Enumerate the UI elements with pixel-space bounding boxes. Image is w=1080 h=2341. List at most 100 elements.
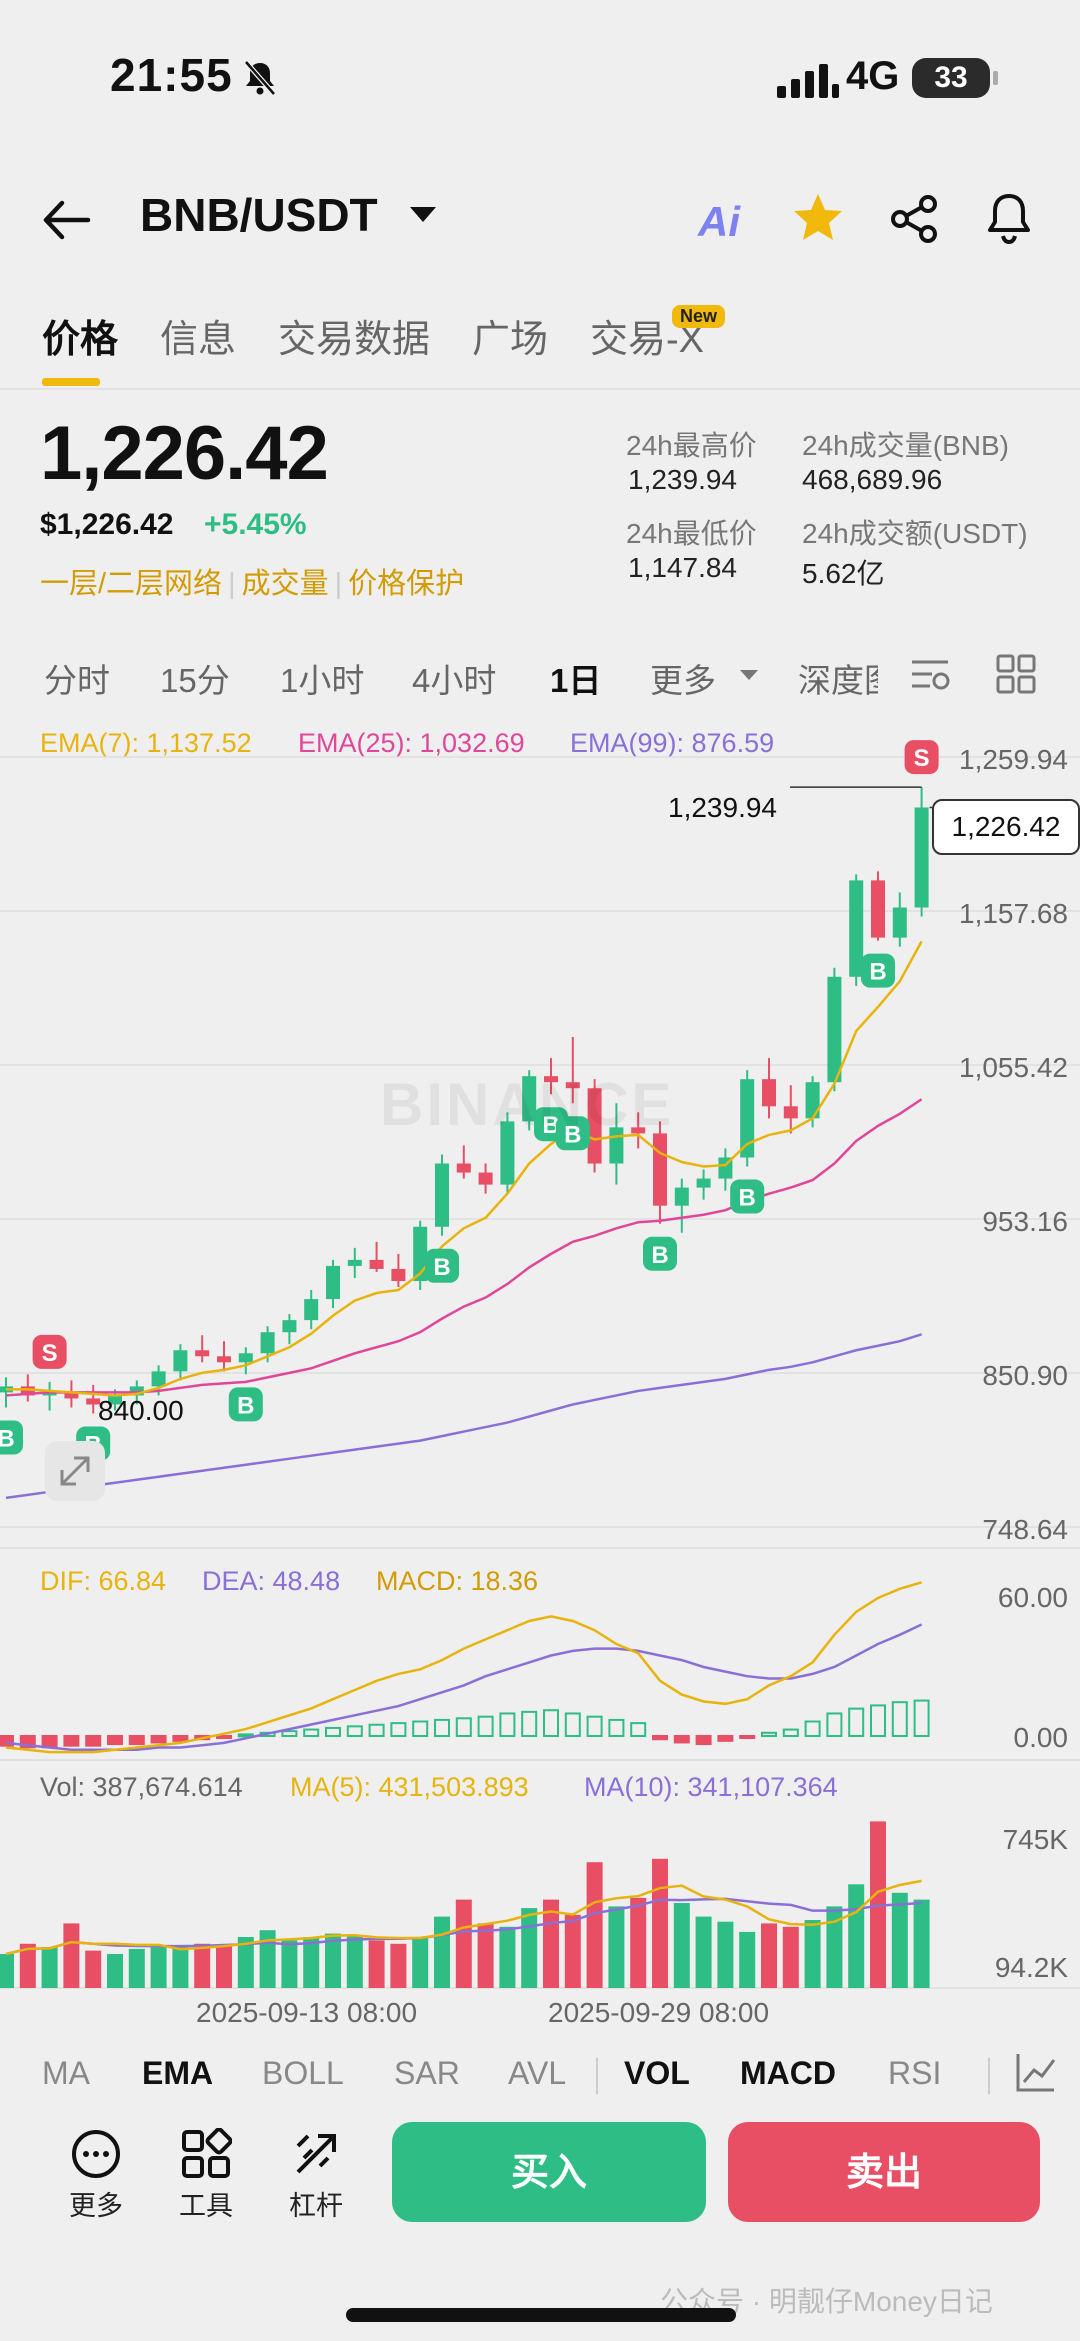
price-axis-label: 953.16 <box>982 1206 1068 1237</box>
indicator-ema[interactable]: EMA <box>142 2055 214 2091</box>
period-realtime[interactable]: 分时 <box>44 662 110 699</box>
volume-bar <box>739 1931 756 1988</box>
more-icon[interactable] <box>70 2128 122 2180</box>
period-15m[interactable]: 15分 <box>160 662 230 699</box>
pair-dropdown-icon[interactable] <box>410 207 436 222</box>
indicator-macd[interactable]: MACD <box>740 2055 836 2091</box>
macd-histogram-bar <box>172 1735 189 1742</box>
candle-body <box>892 907 907 938</box>
macd-histogram-bar <box>695 1735 712 1746</box>
indicator-settings-icon[interactable] <box>1014 2050 1058 2094</box>
signal-icon <box>777 64 839 98</box>
candle-body <box>914 807 929 908</box>
tag-price-protect[interactable]: 价格保护 <box>348 568 465 600</box>
macd-histogram-bar <box>913 1699 930 1737</box>
indicator-boll[interactable]: BOLL <box>262 2055 344 2091</box>
tab-info[interactable]: 信息 <box>160 319 237 361</box>
buy-marker-label: B <box>237 1392 254 1419</box>
macd-histogram-bar <box>150 1735 167 1744</box>
stat-high-value: 1,239.94 <box>628 464 737 495</box>
high-price-label: 1,239.94 <box>668 792 777 823</box>
more-dropdown-icon[interactable] <box>740 670 758 680</box>
sell-button[interactable]: 卖出 <box>728 2122 1040 2222</box>
trading-pair-title[interactable]: BNB/USDT <box>140 189 378 241</box>
dif-line <box>5 1581 922 1754</box>
stat-vol-usdt-label: 24h成交额(USDT) <box>802 518 1028 549</box>
volume-bar <box>237 1937 254 1988</box>
macd-histogram-bar <box>346 1725 363 1737</box>
dea-line <box>5 1623 923 1752</box>
macd-histogram-bar <box>826 1712 843 1737</box>
volume-bar <box>19 1943 36 1988</box>
macd-histogram-bar <box>19 1735 36 1749</box>
indicator-rsi[interactable]: RSI <box>888 2055 942 2091</box>
candle-body <box>173 1350 188 1372</box>
period-more[interactable]: 更多 <box>650 662 716 699</box>
candlestick-chart[interactable]: BSBBBBBBBBS <box>0 730 1080 2010</box>
buy-marker <box>425 1248 459 1283</box>
candle-body <box>151 1371 166 1387</box>
tools-icon[interactable] <box>180 2128 232 2180</box>
price-axis-label: 1,259.94 <box>959 744 1068 775</box>
candle-body <box>217 1356 231 1363</box>
buy-marker-label: B <box>0 1425 15 1452</box>
buy-marker <box>861 953 895 988</box>
expand-icon[interactable] <box>44 1440 106 1502</box>
tab-trade-data[interactable]: 交易数据 <box>278 319 431 361</box>
volume-bar <box>673 1903 690 1988</box>
volume-bar <box>434 1916 450 1988</box>
indicator-vol[interactable]: VOL <box>624 2055 690 2091</box>
indicator-sar[interactable]: SAR <box>394 2055 460 2091</box>
macd-histogram-bar <box>325 1726 341 1737</box>
tab-square[interactable]: 广场 <box>472 319 549 361</box>
volume-bar <box>281 1940 298 1988</box>
period-depth[interactable]: 深度图 <box>798 662 878 699</box>
buy-marker <box>228 1387 263 1422</box>
share-icon[interactable] <box>888 192 942 246</box>
layout-grid-icon[interactable] <box>994 652 1038 696</box>
indicator-divider <box>988 2058 990 2094</box>
volume-ma10-line <box>5 1897 922 1956</box>
network-type: 4G <box>846 54 900 98</box>
macd-histogram-bar <box>477 1715 494 1738</box>
tools-label[interactable]: 工具 <box>179 2191 233 2221</box>
indicator-ma[interactable]: MA <box>42 2055 90 2091</box>
macd-histogram-bar <box>281 1730 298 1738</box>
ai-icon[interactable]: Ai <box>698 198 740 245</box>
buy-marker <box>643 1236 677 1271</box>
volume-bar <box>412 1937 429 1988</box>
volume-bar <box>848 1884 865 1988</box>
candle-body <box>696 1178 711 1188</box>
macd-histogram-bar <box>303 1728 320 1738</box>
buy-button[interactable]: 买入 <box>392 2122 706 2222</box>
macd-histogram-bar <box>673 1735 690 1744</box>
leverage-label[interactable]: 杠杆 <box>289 2191 343 2221</box>
period-1h[interactable]: 1小时 <box>280 662 365 699</box>
home-indicator[interactable] <box>346 2308 736 2322</box>
status-time: 21:55 <box>110 49 233 101</box>
candle-body <box>42 1392 57 1396</box>
volume-bar <box>761 1923 777 1988</box>
candle-body <box>20 1386 35 1396</box>
candle-body <box>435 1163 449 1227</box>
alert-bell-icon[interactable] <box>982 190 1036 246</box>
favorite-star-icon[interactable] <box>790 190 846 246</box>
indicator-avl[interactable]: AVL <box>508 2055 567 2091</box>
period-4h[interactable]: 4小时 <box>412 662 497 699</box>
candle-body <box>86 1398 101 1405</box>
volume-bar <box>630 1897 647 1988</box>
volume-axis-label: 94.2K <box>994 1952 1068 1983</box>
volume-bar <box>695 1916 712 1988</box>
volume-bar <box>303 1937 320 1988</box>
tab-price[interactable]: 价格 <box>42 319 119 361</box>
leverage-icon[interactable] <box>290 2128 342 2180</box>
more-label[interactable]: 更多 <box>69 2191 123 2221</box>
period-1d[interactable]: 1日 <box>550 662 602 699</box>
candle-body <box>304 1299 319 1321</box>
current-price-label: 1,226.42 <box>932 799 1080 855</box>
chart-settings-icon[interactable] <box>908 652 952 696</box>
back-arrow-icon[interactable] <box>40 195 92 245</box>
volume-bar <box>0 1954 14 1988</box>
tag-volume[interactable]: 成交量 <box>241 568 329 600</box>
tag-layer[interactable]: 一层/二层网络 <box>40 568 223 600</box>
